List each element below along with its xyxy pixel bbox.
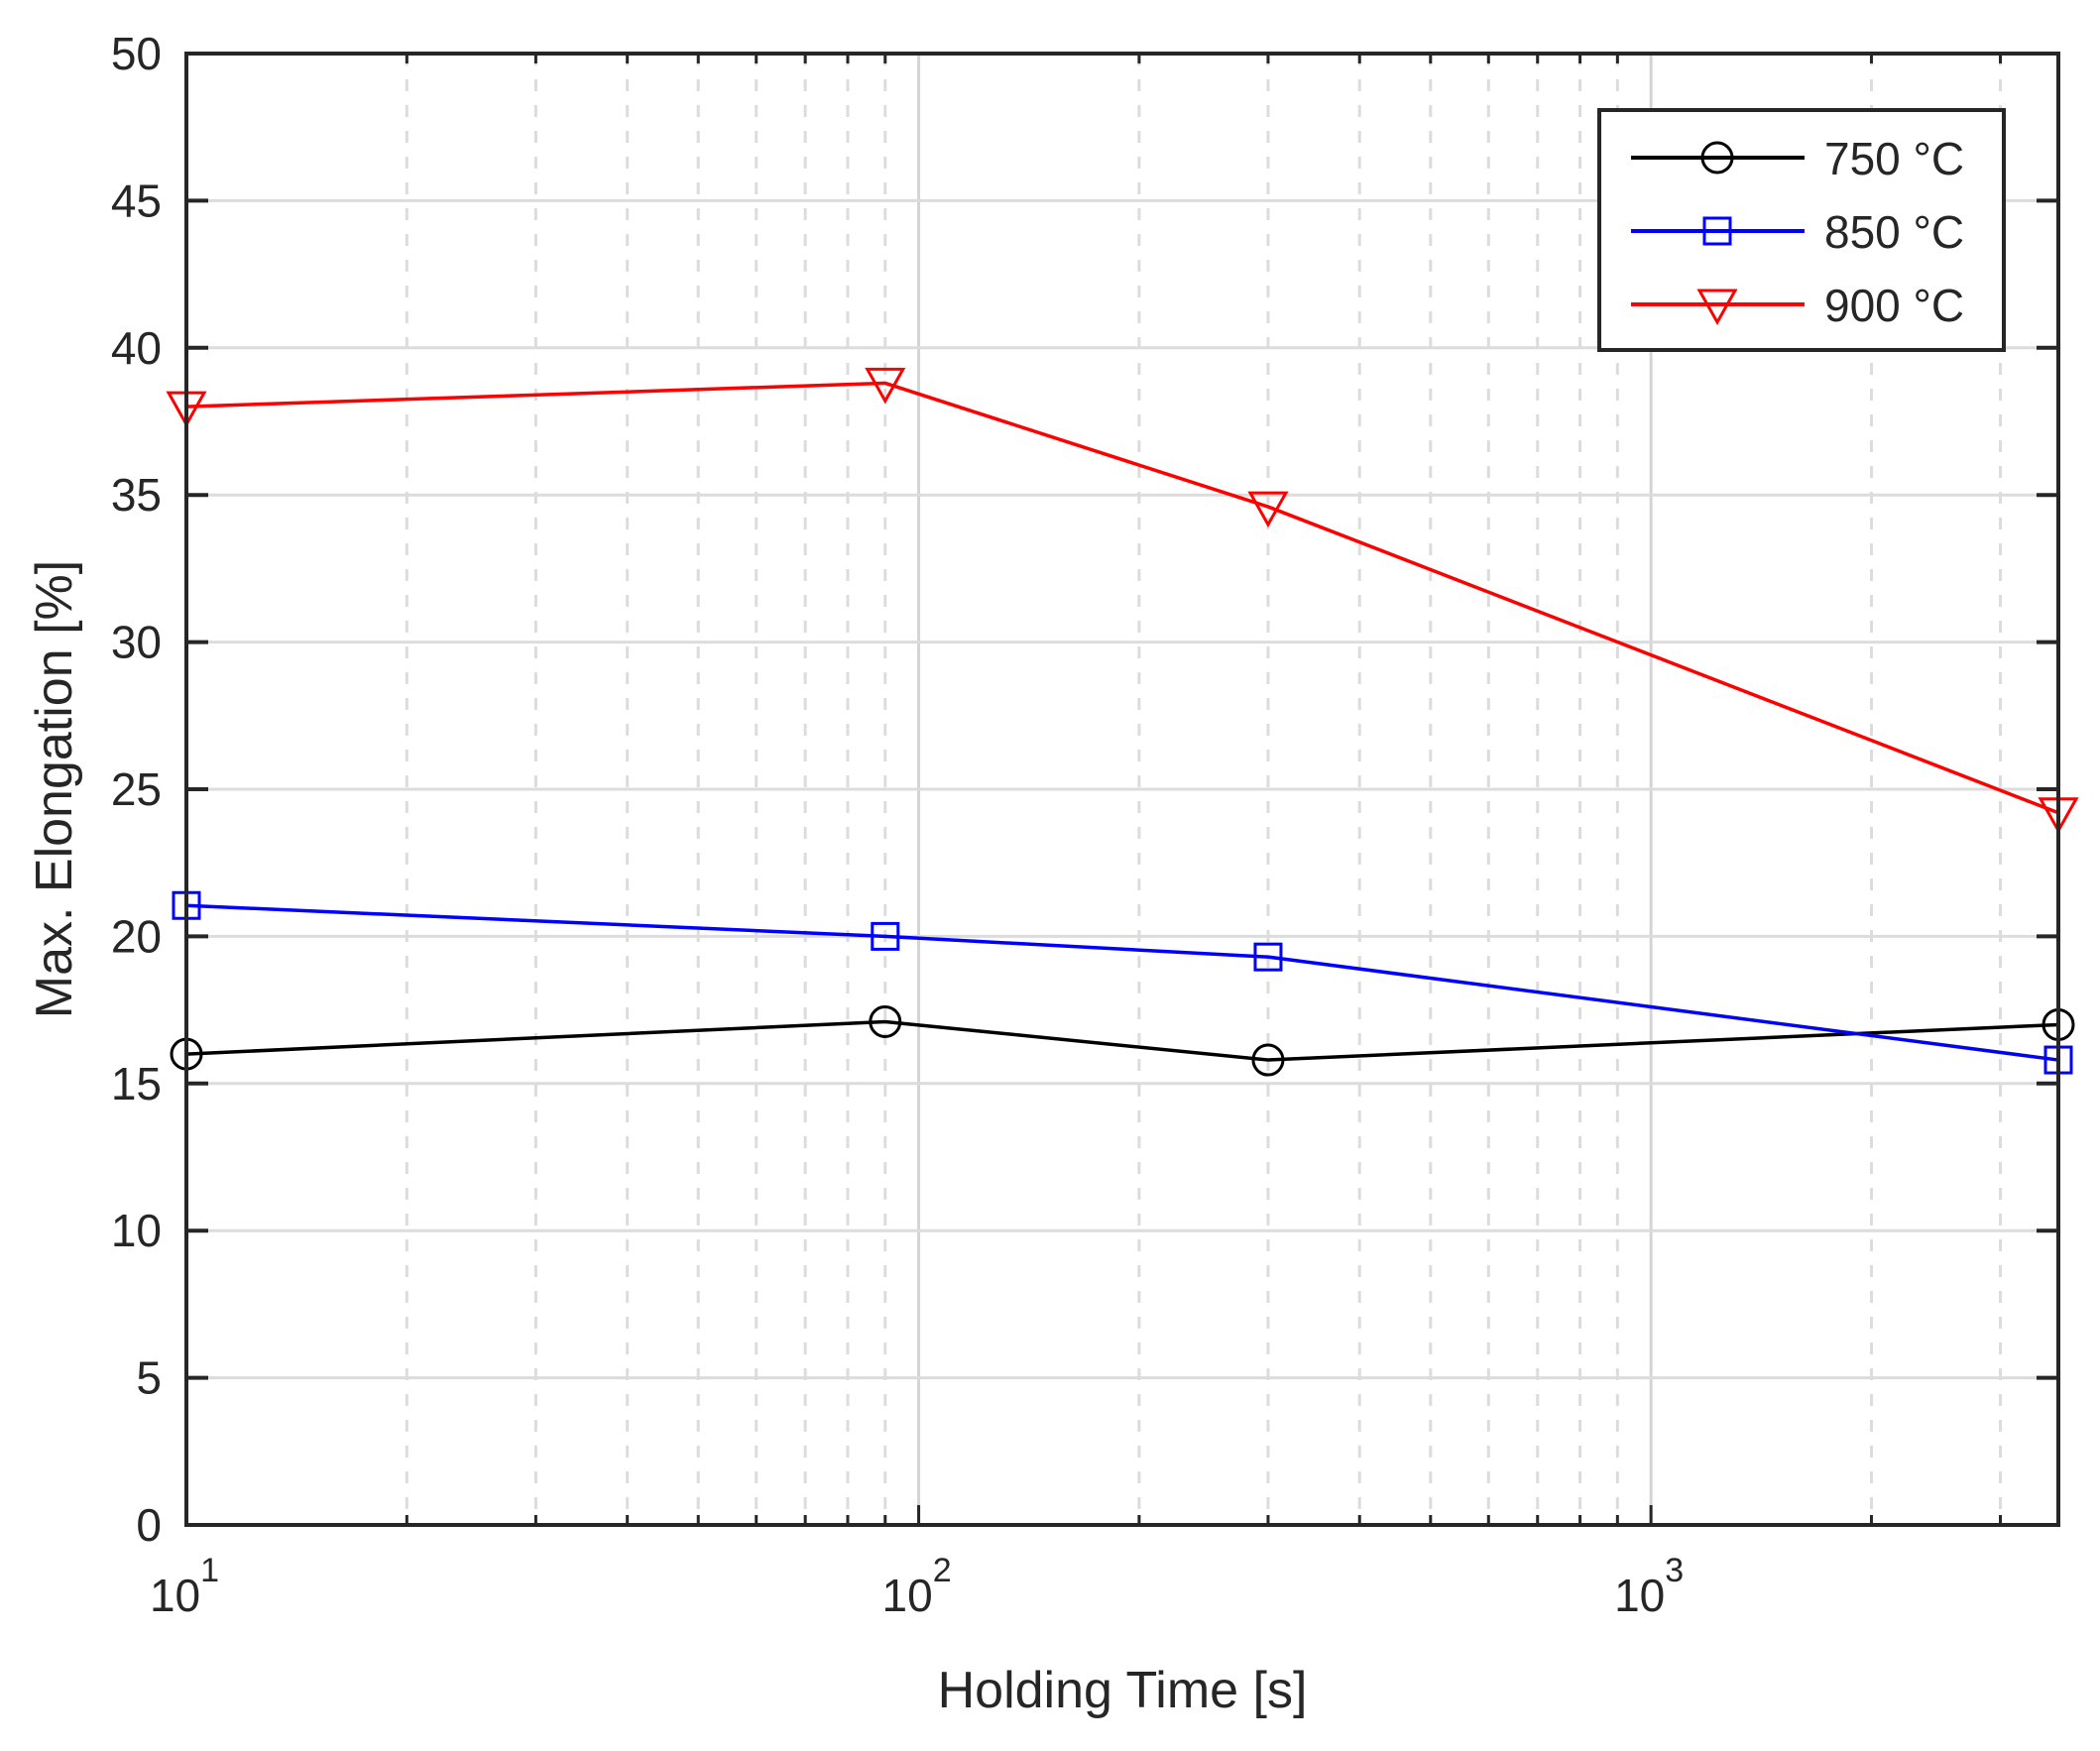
- y-tick-label: 30: [111, 617, 162, 668]
- legend-item: 850 °C: [1631, 206, 1964, 258]
- y-tick-label: 15: [111, 1058, 162, 1109]
- data-point: [1251, 1043, 1285, 1077]
- series-line: [185, 1019, 2059, 1062]
- x-tick-exponent: 2: [933, 1552, 952, 1589]
- x-axis-label: Holding Time [s]: [938, 1662, 1308, 1719]
- legend-marker-circle-icon: [1700, 141, 1734, 175]
- y-tick-label: 35: [111, 469, 162, 521]
- legend-label: 850 °C: [1824, 206, 1964, 258]
- y-axis-label: Max. Elongation [%]: [26, 560, 83, 1018]
- data-point: [1253, 942, 1283, 972]
- y-tick-label: 45: [111, 175, 162, 226]
- y-tick-label: 10: [111, 1205, 162, 1256]
- x-tick-label: 103: [1614, 1552, 1684, 1621]
- data-point: [865, 367, 906, 405]
- legend-marker-square-icon: [1702, 216, 1732, 246]
- y-tick-label: 40: [111, 322, 162, 374]
- legend-item: 900 °C: [1631, 280, 1964, 331]
- x-tick-label: 101: [150, 1552, 219, 1621]
- legend-label: 750 °C: [1824, 133, 1964, 184]
- y-tick-label: 25: [111, 763, 162, 815]
- y-tick-label: 20: [111, 910, 162, 962]
- data-point: [1247, 491, 1289, 528]
- legend-marker-triangle-down-icon: [1696, 289, 1738, 326]
- x-tick-exponent: 3: [1665, 1552, 1684, 1589]
- series-900: [166, 367, 2079, 834]
- y-tick-label: 5: [136, 1352, 162, 1404]
- series-line: [185, 381, 2059, 815]
- series-750: [170, 1004, 2075, 1077]
- series-line: [185, 903, 2059, 1062]
- series-layer: [166, 367, 2079, 1077]
- y-tick-label: 50: [111, 28, 162, 79]
- data-point: [869, 1004, 902, 1038]
- x-tick-exponent: 1: [200, 1552, 219, 1589]
- legend: 750 °C 850 °C 900 °C: [1597, 108, 2006, 352]
- data-point: [871, 921, 900, 951]
- y-tick-label: 0: [136, 1499, 162, 1551]
- legend-label: 900 °C: [1824, 280, 1964, 331]
- legend-item: 750 °C: [1631, 133, 1964, 184]
- x-tick-label: 102: [882, 1552, 952, 1621]
